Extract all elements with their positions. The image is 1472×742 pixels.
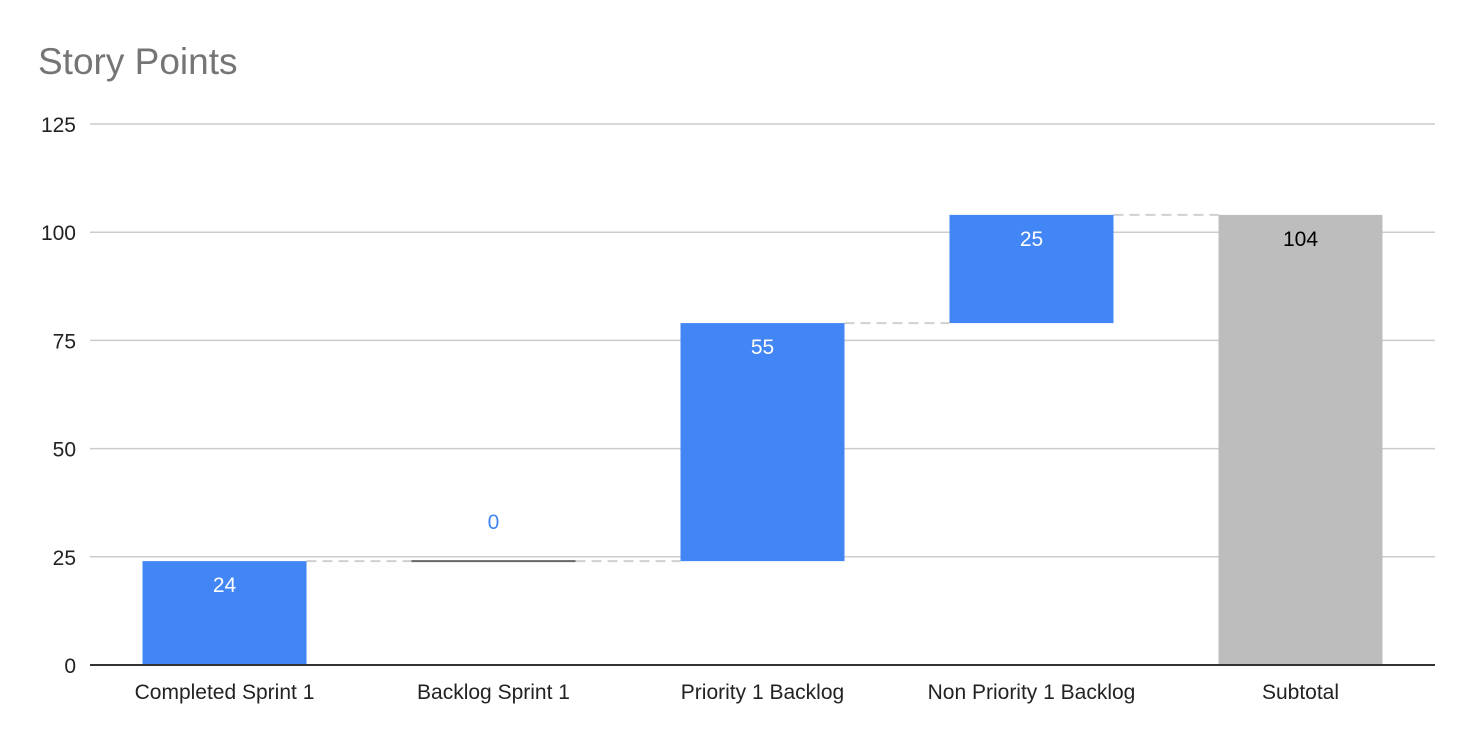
x-tick-label: Completed Sprint 1 — [135, 681, 315, 704]
data-label: 24 — [213, 574, 237, 597]
y-tick-label: 100 — [41, 222, 76, 245]
bar-increase — [680, 323, 845, 562]
y-tick-label: 125 — [41, 114, 76, 137]
chart-title: Story Points — [38, 41, 238, 82]
x-tick-label: Subtotal — [1262, 681, 1339, 704]
y-tick-label: 25 — [53, 547, 76, 570]
x-tick-label: Backlog Sprint 1 — [417, 681, 570, 704]
bar-increase — [949, 214, 1114, 324]
data-label: 55 — [751, 336, 774, 359]
bar-total — [1218, 214, 1383, 665]
bar-increase — [142, 561, 307, 665]
data-label: 104 — [1283, 228, 1318, 251]
x-tick-label: Priority 1 Backlog — [681, 681, 844, 704]
data-label: 25 — [1020, 228, 1043, 251]
data-label: 0 — [488, 511, 500, 534]
y-tick-label: 0 — [64, 655, 76, 678]
x-tick-label: Non Priority 1 Backlog — [928, 681, 1136, 704]
y-tick-label: 50 — [53, 439, 76, 462]
y-tick-label: 75 — [53, 330, 76, 353]
